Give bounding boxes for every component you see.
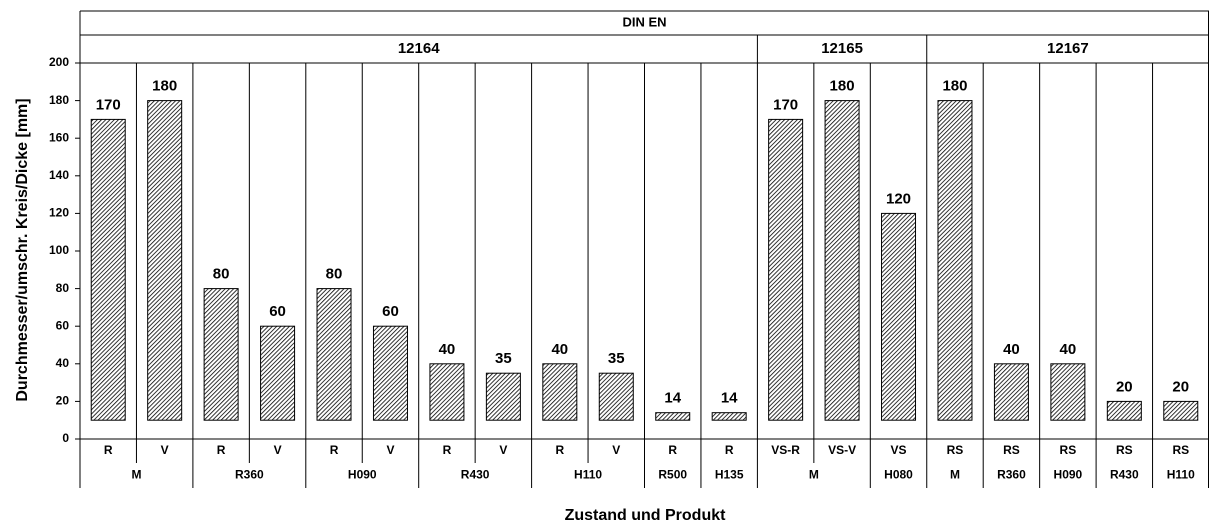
bar xyxy=(90,118,126,421)
group-label: 12165 xyxy=(821,40,863,57)
category-label: VS xyxy=(891,443,907,457)
bar xyxy=(1106,400,1142,421)
data-label: 40 xyxy=(439,341,456,358)
category-label: RS xyxy=(1116,443,1133,457)
bar xyxy=(711,412,747,421)
chart-frame xyxy=(75,10,1209,488)
product-label: M xyxy=(131,468,141,482)
data-label: 20 xyxy=(1172,378,1189,395)
bar xyxy=(1163,400,1199,421)
data-label: 14 xyxy=(664,390,681,407)
product-label: H090 xyxy=(1054,468,1083,482)
y-tick-label: 60 xyxy=(56,318,70,332)
data-label: 60 xyxy=(382,303,399,320)
category-label: R xyxy=(330,443,339,457)
data-label: 170 xyxy=(773,96,798,113)
bar xyxy=(824,100,860,421)
bar xyxy=(598,372,634,421)
product-label: R430 xyxy=(461,468,490,482)
bar xyxy=(937,100,973,421)
y-tick-label: 140 xyxy=(49,168,69,182)
group-label: 12167 xyxy=(1047,40,1089,57)
category-label: VS-R xyxy=(771,443,800,457)
data-label: 35 xyxy=(495,350,512,367)
category-label: V xyxy=(274,443,282,457)
category-label: R xyxy=(217,443,226,457)
y-tick-label: 20 xyxy=(56,394,70,408)
labels: DIN EN 12164 12165 12167 M R360 H090 R430 H110 R5… xyxy=(49,14,1195,481)
bar xyxy=(485,372,521,421)
bar xyxy=(768,118,804,421)
data-label: 40 xyxy=(551,341,568,358)
product-label: H135 xyxy=(715,468,744,482)
product-label: R500 xyxy=(658,468,687,482)
bar xyxy=(1050,363,1086,421)
product-label: R360 xyxy=(997,468,1026,482)
y-tick-label: 160 xyxy=(49,130,69,144)
category-label: RS xyxy=(947,443,964,457)
data-label: 14 xyxy=(721,390,738,407)
category-label: RS xyxy=(1060,443,1077,457)
bar xyxy=(655,412,691,421)
bar xyxy=(147,100,183,421)
data-label: 40 xyxy=(1060,341,1077,358)
header-din-en: DIN EN xyxy=(622,14,666,29)
bar xyxy=(372,325,408,421)
y-axis-label: Durchmesser/umschr. Kreis/Dicke [mm] xyxy=(14,98,31,401)
x-axis-label: Zustand und Produkt xyxy=(565,507,727,524)
product-label: R430 xyxy=(1110,468,1139,482)
data-label: 40 xyxy=(1003,341,1020,358)
bar xyxy=(260,325,296,421)
product-label: H090 xyxy=(348,468,377,482)
category-label: VS-V xyxy=(828,443,856,457)
bar xyxy=(203,288,239,421)
bars xyxy=(90,100,1199,421)
product-label: H080 xyxy=(884,468,913,482)
y-tick-label: 100 xyxy=(49,243,69,257)
y-tick-label: 0 xyxy=(62,431,69,445)
y-tick-label: 80 xyxy=(56,281,70,295)
category-label: R xyxy=(443,443,452,457)
data-label: 80 xyxy=(213,266,230,283)
category-label: V xyxy=(161,443,169,457)
product-label: M xyxy=(950,468,960,482)
bar xyxy=(542,363,578,421)
category-label: V xyxy=(612,443,620,457)
product-label: H110 xyxy=(574,468,602,482)
data-label: 60 xyxy=(269,303,286,320)
bar xyxy=(881,212,917,421)
data-label: 180 xyxy=(830,78,855,95)
category-label: RS xyxy=(1003,443,1020,457)
data-label: 180 xyxy=(942,78,967,95)
data-label: 80 xyxy=(326,266,343,283)
category-label: R xyxy=(725,443,734,457)
product-label: R360 xyxy=(235,468,264,482)
group-label: 12164 xyxy=(398,40,440,57)
bar xyxy=(993,363,1029,421)
category-label: V xyxy=(386,443,394,457)
bar xyxy=(316,288,352,421)
product-label: H110 xyxy=(1167,468,1195,482)
product-label: M xyxy=(809,468,819,482)
category-label: V xyxy=(499,443,507,457)
category-label: RS xyxy=(1172,443,1189,457)
data-label: 180 xyxy=(152,78,177,95)
y-tick-label: 40 xyxy=(56,356,70,370)
y-tick-label: 180 xyxy=(49,93,69,107)
data-label: 120 xyxy=(886,190,911,207)
y-tick-label: 200 xyxy=(49,55,69,69)
bar xyxy=(429,363,465,421)
data-label: 35 xyxy=(608,350,625,367)
y-tick-label: 120 xyxy=(49,206,69,220)
data-label: 170 xyxy=(96,96,121,113)
category-label: R xyxy=(668,443,677,457)
data-label: 20 xyxy=(1116,378,1133,395)
category-label: R xyxy=(104,443,113,457)
category-label: R xyxy=(555,443,564,457)
